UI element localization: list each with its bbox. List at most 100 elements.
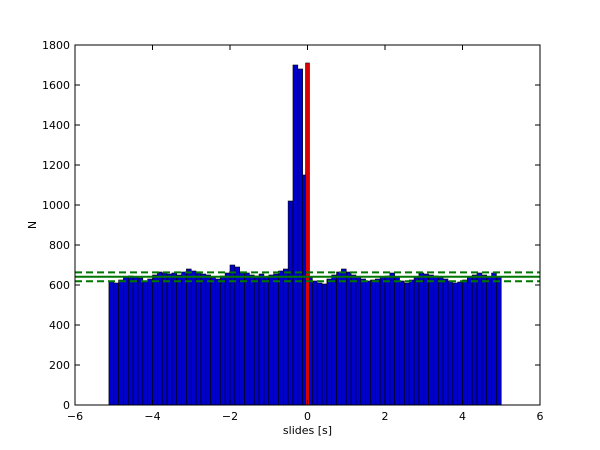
histogram-bar [171,272,178,406]
histogram-bar [341,268,347,406]
histogram-bar [176,274,182,406]
x-tick-label: 4 [459,410,466,423]
histogram-bar [428,274,434,406]
histogram-bar [210,276,216,406]
x-tick-label: −4 [144,410,160,423]
histogram-bar [244,272,250,406]
histogram-bar [215,278,221,406]
histogram-bar [345,271,352,406]
x-tick-label: −6 [67,410,83,423]
histogram-bar [360,278,366,406]
histogram-bar [220,275,226,406]
y-tick-label: 1800 [42,39,70,52]
histogram-bar [186,268,192,406]
histogram-bar [312,280,318,406]
histogram-bar [166,273,173,406]
histogram-bar [200,273,207,406]
histogram-bar [394,276,400,406]
histogram-bar [224,272,231,406]
histogram-bar [195,272,202,406]
histogram-bar [229,264,236,406]
histogram-bar [234,266,240,406]
y-axis-title: N [26,221,39,229]
histogram-bar [249,274,255,406]
histogram-bar [263,276,270,406]
histogram-bar [457,281,463,406]
histogram-bar [161,272,168,406]
histogram-bar [370,279,376,406]
histogram-bar [142,281,148,406]
x-tick-label: 2 [382,410,389,423]
histogram-bar [418,272,425,406]
zero-lag-bar [305,62,310,406]
histogram-bar [253,275,260,406]
y-tick-label: 1400 [42,119,70,132]
histogram-bar [408,279,415,406]
histogram-bar [442,278,449,406]
y-tick-label: 1000 [42,199,70,212]
histogram-bar [486,276,492,406]
y-tick-label: 1200 [42,159,70,172]
histogram-bar [205,274,211,406]
x-tick-label: −2 [222,410,238,423]
histogram-bar [258,273,265,406]
histogram-bar [447,280,454,406]
histogram-bar [375,278,381,406]
y-tick-label: 400 [49,319,70,332]
histogram-bar [467,276,473,406]
histogram-bar [355,276,362,406]
histogram-bar [389,272,395,406]
histogram-bar [404,282,410,406]
histogram-bar [147,278,153,406]
histogram-bar [476,272,483,406]
histogram-bar [384,275,391,406]
x-tick-label: 0 [304,410,311,423]
y-tick-label: 1600 [42,79,70,92]
histogram-bar [365,280,371,406]
histogram-bar [278,270,284,406]
x-axis-title: slides [s] [283,424,332,437]
histogram-bar [437,276,444,406]
histogram-bar [331,274,337,406]
histogram-bar [282,268,289,406]
histogram-bar [399,280,405,406]
histogram-bar [108,280,115,406]
histogram-bar [152,274,158,406]
histogram-bar [491,272,497,406]
histogram-bar [326,278,333,406]
histogram-bar [123,276,129,406]
histogram-bar [127,275,134,406]
y-tick-label: 200 [49,359,70,372]
histogram-bar [118,279,124,406]
ticks-layer: −6 −4 −2 0 2 4 6 0 200 400 600 800 1000 1200 1400 1600 1… [42,39,544,423]
histogram-bar [268,274,274,406]
histogram-bar [452,282,458,406]
y-tick-label: 600 [49,279,70,292]
histogram-bar [273,273,279,406]
y-tick-label: 0 [63,399,70,412]
histogram-bar [350,274,357,406]
histogram-bar [433,275,439,406]
histogram-bar [413,276,420,406]
histogram-bar [137,277,144,406]
histogram-bar [423,273,429,406]
histogram-bar [336,271,342,406]
histogram-bar [157,271,163,406]
histogram-bar [379,276,386,406]
y-tick-label: 800 [49,239,70,252]
histogram-bar [181,271,187,406]
histogram-bar [297,68,303,406]
histogram-bar [462,279,468,406]
reference-lines-layer [75,271,540,283]
histogram-bar [190,270,197,406]
histogram-bar [287,200,294,406]
histogram-bar [496,276,502,406]
histogram-bar [113,282,119,406]
histogram-bar [316,282,323,406]
histogram-bar [481,274,488,406]
histogram-bar [239,271,245,406]
histogram-bar [471,274,478,406]
histogram-bar [132,276,139,406]
histogram-bar [321,283,328,406]
